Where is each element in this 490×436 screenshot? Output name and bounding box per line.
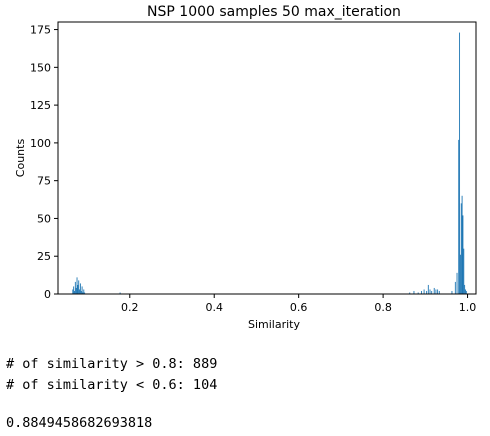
histogram-bar (423, 289, 425, 294)
y-tick-label: 125 (30, 99, 51, 112)
histogram-bar (409, 292, 411, 294)
histogram-bar (82, 292, 84, 294)
histogram-bar (433, 287, 435, 294)
x-tick-label: 0.4 (205, 301, 223, 314)
histogram-bar (75, 287, 77, 294)
histogram-bar (438, 290, 440, 294)
histogram-bar (413, 290, 415, 294)
histogram-bar (78, 280, 80, 294)
x-axis-ticks: 0.2 0.4 0.6 0.8 1.0 (121, 294, 476, 314)
histogram-bar (427, 284, 429, 294)
histogram-bar (421, 290, 423, 294)
x-tick-label: 0.2 (121, 301, 139, 314)
y-axis-label: Counts (14, 139, 27, 178)
x-tick-label: 0.6 (290, 301, 308, 314)
histogram-bar (435, 289, 437, 294)
output-line-less: # of similarity < 0.6: 104 (6, 377, 218, 393)
histogram-bar (458, 139, 460, 294)
y-tick-label: 50 (37, 212, 51, 225)
y-tick-label: 25 (37, 250, 51, 263)
histogram-bar (456, 272, 458, 294)
y-axis-ticks: 0 25 50 75 100 125 150 175 (30, 24, 58, 301)
x-tick-label: 1.0 (459, 301, 477, 314)
histogram-bar (77, 284, 79, 294)
histogram-bar (73, 286, 75, 294)
histogram-bar (464, 284, 466, 294)
histogram-bar (119, 292, 121, 294)
y-tick-label: 175 (30, 24, 51, 37)
histogram-bar (463, 248, 465, 294)
histogram-bar (437, 289, 439, 294)
y-tick-label: 150 (30, 61, 51, 74)
output-line-greater: # of similarity > 0.8: 889 (6, 356, 218, 372)
x-tick-label: 0.8 (374, 301, 392, 314)
histogram-bar (81, 286, 83, 294)
histogram-bar (79, 283, 81, 294)
histogram-bar (417, 292, 419, 294)
y-tick-label: 100 (30, 137, 51, 150)
histogram-bar (83, 289, 85, 294)
histogram-bar (459, 32, 461, 294)
y-tick-label: 0 (44, 288, 51, 301)
histogram-bar (451, 290, 453, 294)
histogram-bars (72, 32, 467, 294)
histogram-bar (460, 203, 462, 294)
histogram-chart: NSP 1000 samples 50 max_iteration 0.2 0.4… (14, 4, 477, 331)
histogram-bar (461, 195, 463, 294)
histogram-bar (459, 254, 461, 294)
histogram-bar (429, 289, 431, 294)
output-mean-value: 0.8849458682693818 (6, 415, 153, 431)
y-tick-label: 75 (37, 175, 51, 188)
histogram-bar (465, 290, 467, 294)
histogram-bar (74, 281, 76, 294)
histogram-bar (72, 289, 74, 294)
histogram-bar (454, 281, 456, 294)
histogram-bar (465, 289, 466, 294)
histogram-bar (431, 290, 433, 294)
histogram-bar (74, 290, 75, 294)
histogram-bar (76, 277, 78, 294)
histogram-bar (462, 215, 464, 294)
plot-frame (57, 21, 477, 295)
x-axis-label: Similarity (248, 318, 300, 331)
histogram-bar (84, 292, 86, 294)
chart-title: NSP 1000 samples 50 max_iteration (147, 4, 401, 20)
histogram-bar (80, 290, 82, 294)
histogram-bar (79, 289, 81, 294)
histogram-bar (426, 290, 428, 294)
